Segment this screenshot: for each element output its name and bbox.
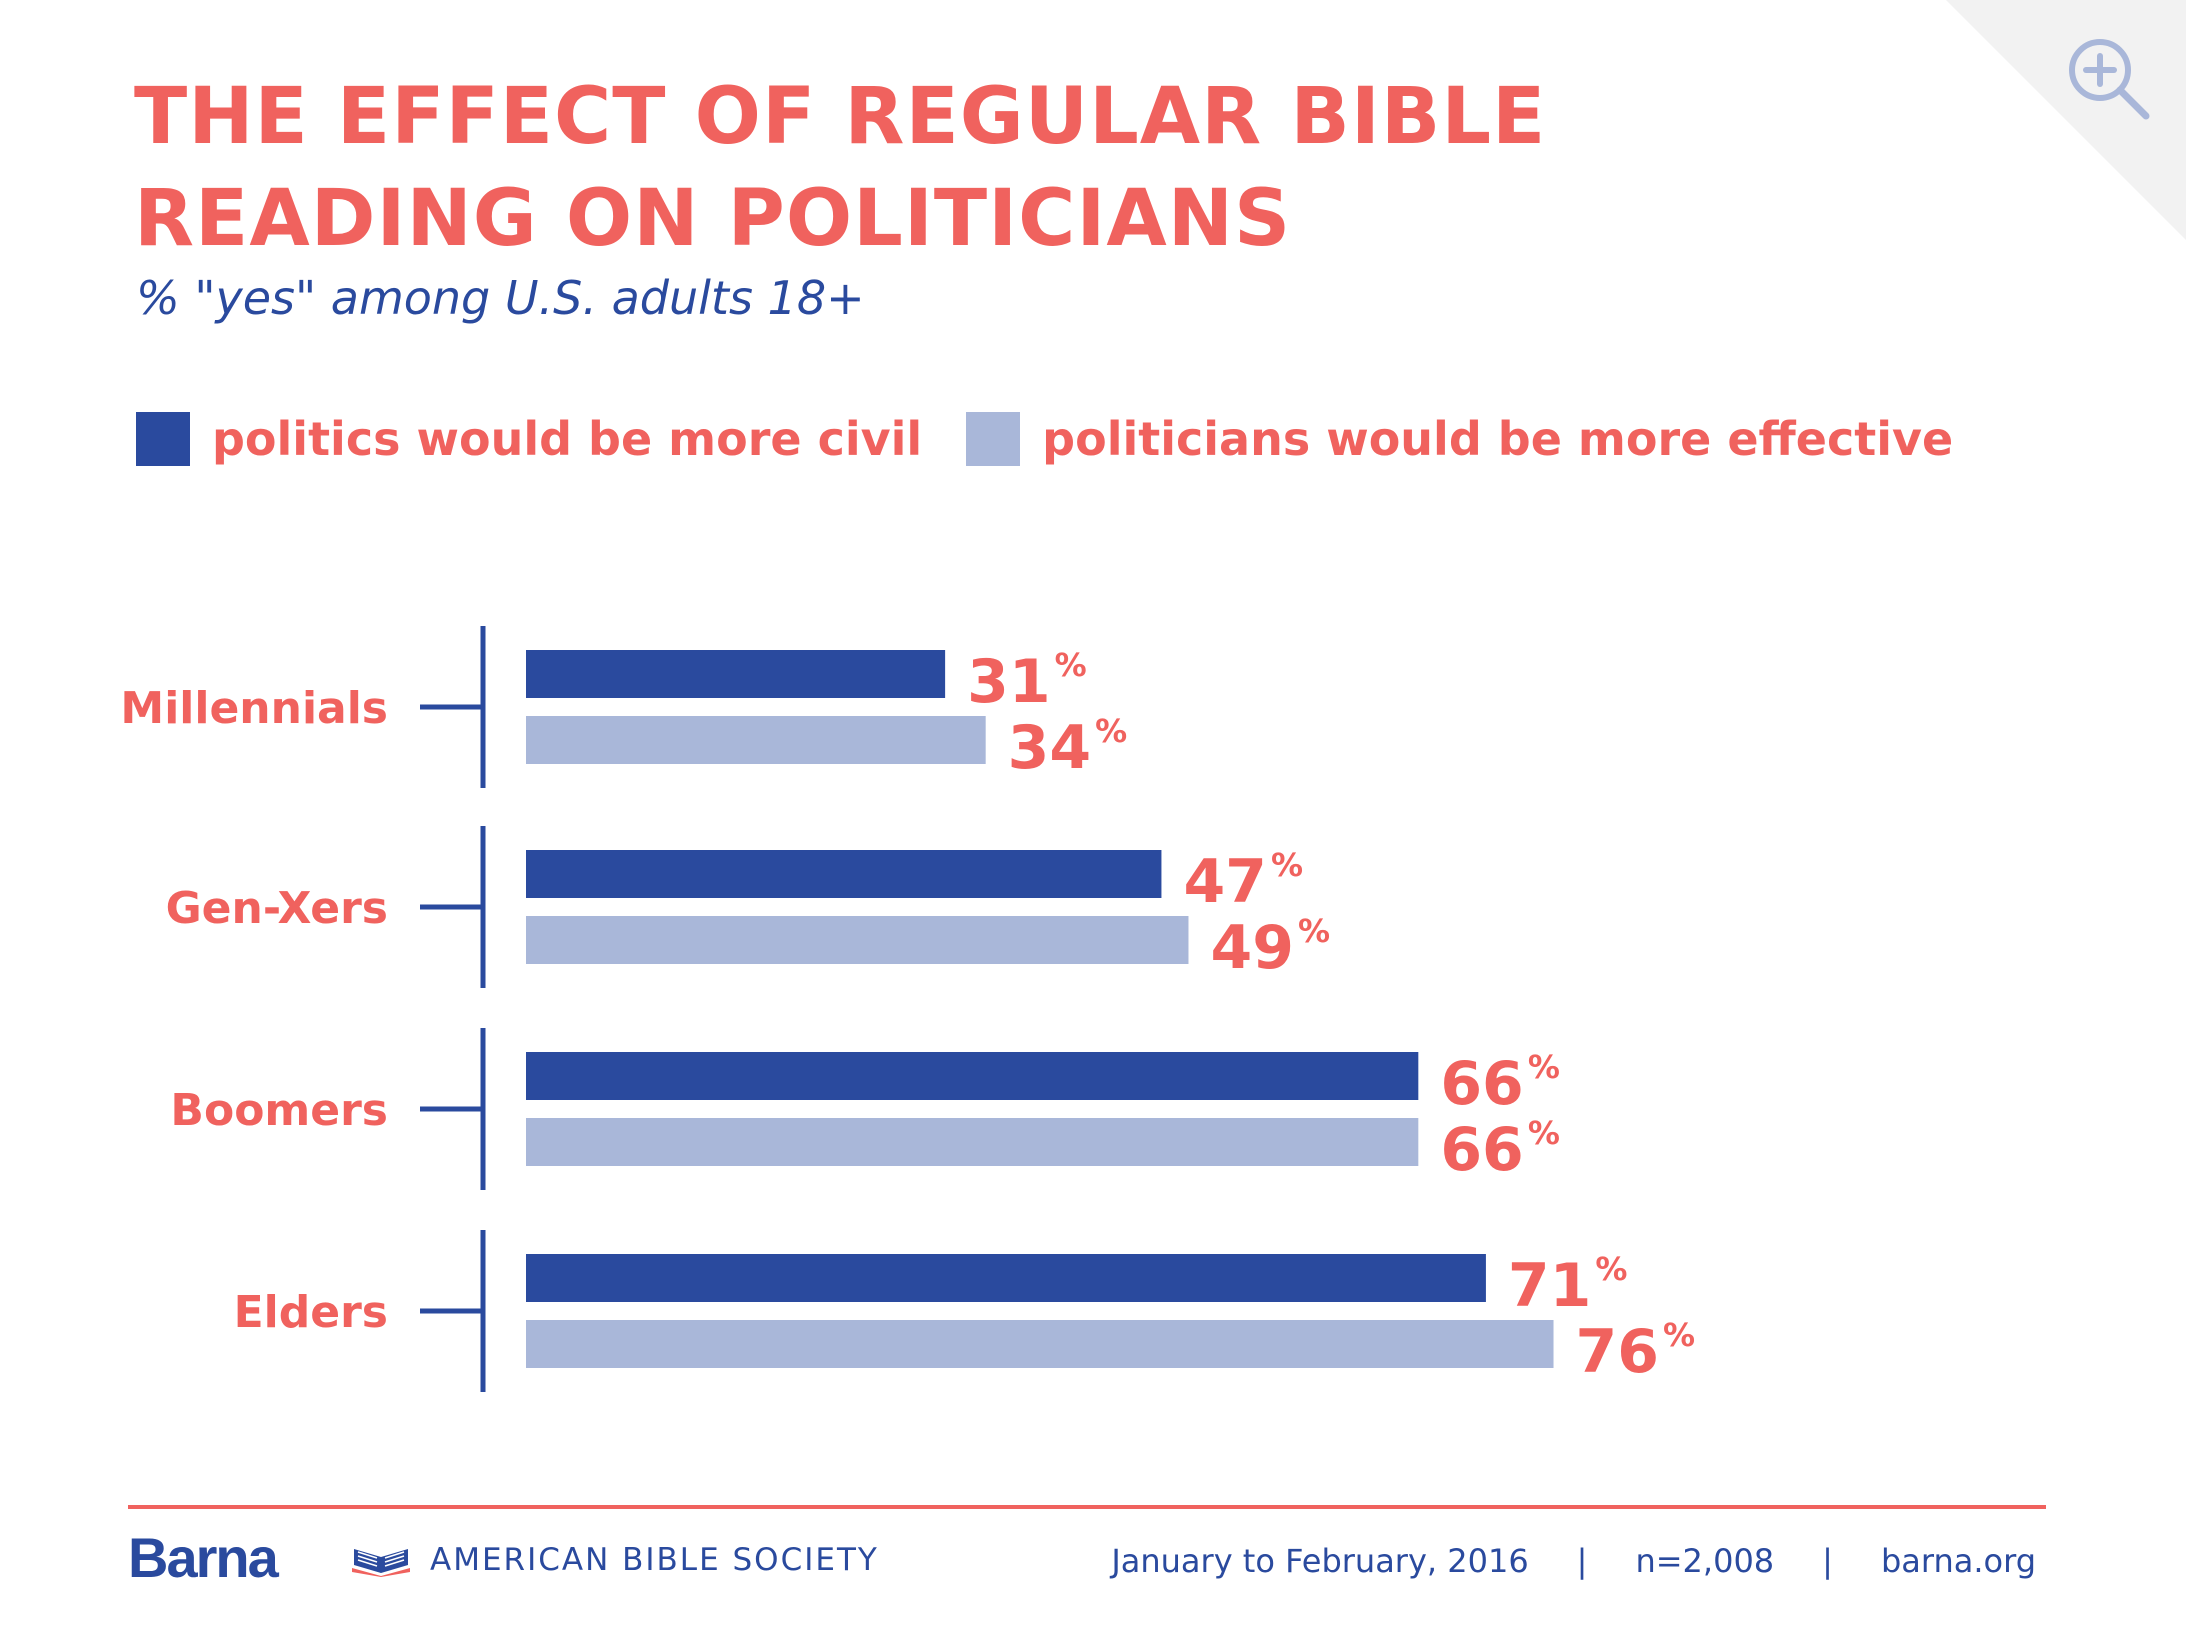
website-link[interactable]: barna.org xyxy=(1880,1542,2036,1580)
data-label-millennials-effective: 34% xyxy=(1008,712,1128,783)
bar-elders-effective xyxy=(526,1320,1554,1368)
footer-separator-2: | xyxy=(1822,1542,1833,1580)
category-label-elders: Elders xyxy=(234,1287,388,1338)
data-label-boomers-effective: 66% xyxy=(1440,1114,1560,1185)
category-label-millennials: Millennials xyxy=(120,683,388,734)
legend-item-civil: politics would be more civil xyxy=(136,412,922,466)
legend-label-effective: politicians would be more effective xyxy=(1042,412,1954,466)
sample-size: n=2,008 xyxy=(1635,1542,1775,1580)
bible-society-logo: AMERICAN BIBLE SOCIETY xyxy=(350,1542,879,1578)
footer-meta: January to February, 2016 | n=2,008 | ba… xyxy=(1111,1542,2036,1580)
bar-millennials-effective xyxy=(526,716,986,764)
survey-date: January to February, 2016 xyxy=(1111,1542,1529,1580)
data-label-gen-xers-effective: 49% xyxy=(1210,912,1330,983)
bible-society-name: AMERICAN BIBLE SOCIETY xyxy=(430,1542,879,1578)
bar-boomers-effective xyxy=(526,1118,1419,1166)
legend-label-civil: politics would be more civil xyxy=(212,412,923,466)
bar-millennials-civil xyxy=(526,650,946,698)
bible-society-logo-icon xyxy=(352,1549,410,1577)
data-label-gen-xers-civil: 47% xyxy=(1183,846,1303,917)
barna-logo: Barna xyxy=(128,1526,279,1589)
footer-divider xyxy=(128,1505,2046,1509)
data-label-millennials-civil: 31% xyxy=(967,646,1087,717)
legend-swatch-civil xyxy=(136,412,190,466)
category-label-boomers: Boomers xyxy=(170,1085,388,1136)
legend-swatch-effective xyxy=(966,412,1021,466)
footer-separator-1: | xyxy=(1576,1542,1588,1580)
corner-fold xyxy=(1946,0,2186,240)
bar-gen-xers-effective xyxy=(526,916,1189,964)
chart-legend: politics would be more civil politicians… xyxy=(136,404,1997,474)
bar-gen-xers-civil xyxy=(526,850,1162,898)
zoom-in-icon[interactable] xyxy=(2060,30,2156,126)
data-label-elders-civil: 71% xyxy=(1508,1250,1628,1321)
legend-item-effective: politicians would be more effective xyxy=(966,412,1953,466)
bar-boomers-civil xyxy=(526,1052,1419,1100)
bar-chart: Millennials 31 %34 % Gen-Xers 47 %49 % Boomers 66… xyxy=(120,626,1696,1392)
chart-subtitle: % "yes" among U.S. adults 18+ xyxy=(136,271,865,325)
category-label-gen-xers: Gen-Xers xyxy=(166,883,388,934)
data-label-elders-effective: 76% xyxy=(1576,1316,1696,1387)
data-label-boomers-civil: 66% xyxy=(1440,1048,1560,1119)
bar-elders-civil xyxy=(526,1254,1486,1302)
chart-title: THE EFFECT OF REGULAR BIBLE READING ON P… xyxy=(134,72,1547,264)
